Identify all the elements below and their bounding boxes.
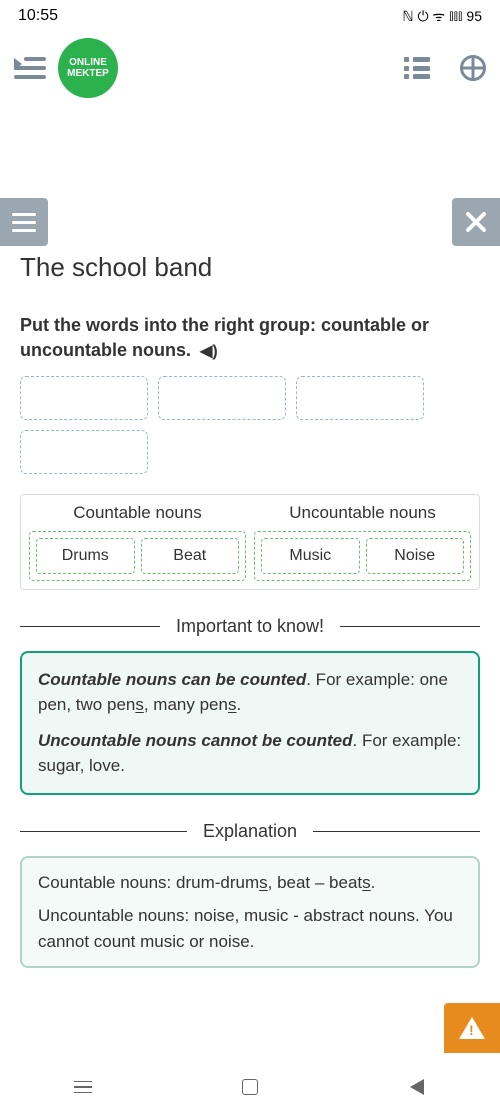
answer-chip[interactable]: Music	[261, 538, 360, 574]
lesson-title: The school band	[20, 252, 480, 283]
empty-slot[interactable]	[158, 376, 286, 420]
explanation-label: Explanation	[203, 821, 297, 842]
answer-chip[interactable]: Drums	[36, 538, 135, 574]
uncountable-label: Uncountable nouns	[254, 503, 471, 523]
status-icons: ℕ ⏻ ᯤ ⫾⫾⫾ 95	[402, 7, 482, 26]
answer-chip[interactable]: Beat	[141, 538, 240, 574]
instruction-text: Put the words into the right group: coun…	[20, 313, 480, 364]
close-icon	[465, 211, 487, 233]
list-icon[interactable]	[404, 57, 430, 79]
important-box: Countable nouns can be counted. For exam…	[20, 651, 480, 795]
status-bar: 10:55 ℕ ⏻ ᯤ ⫾⫾⫾ 95	[0, 0, 500, 32]
instruction-label: Put the words into the right group: coun…	[20, 315, 429, 360]
menu-collapse-icon[interactable]	[14, 54, 46, 82]
sidebar-toggle-button[interactable]	[0, 198, 48, 246]
back-button[interactable]	[407, 1077, 427, 1097]
info-strong: Countable nouns can be counted	[38, 670, 306, 689]
logo-text: ONLINE MEKTEP	[67, 57, 109, 79]
info-strong: Uncountable nouns cannot be counted	[38, 731, 353, 750]
app-header: ONLINE MEKTEP	[0, 32, 500, 104]
report-button[interactable]	[444, 1003, 500, 1053]
countable-group: Countable nouns Drums Beat	[29, 503, 246, 581]
drag-source-area	[20, 376, 480, 474]
close-button[interactable]	[452, 198, 500, 246]
countable-label: Countable nouns	[29, 503, 246, 523]
home-button[interactable]	[240, 1077, 260, 1097]
important-label: Important to know!	[176, 616, 324, 637]
explanation-divider: Explanation	[20, 821, 480, 842]
android-nav-bar	[0, 1063, 500, 1111]
empty-slot[interactable]	[20, 376, 148, 420]
empty-slot[interactable]	[20, 430, 148, 474]
uncountable-group: Uncountable nouns Music Noise	[254, 503, 471, 581]
important-divider: Important to know!	[20, 616, 480, 637]
globe-icon[interactable]	[460, 55, 486, 81]
empty-slot[interactable]	[296, 376, 424, 420]
answer-groups: Countable nouns Drums Beat Uncountable n…	[20, 494, 480, 590]
status-time: 10:55	[18, 7, 58, 25]
explanation-box: Countable nouns: drum-drums, beat – beat…	[20, 856, 480, 969]
answer-chip[interactable]: Noise	[366, 538, 465, 574]
recent-apps-button[interactable]	[73, 1077, 93, 1097]
logo[interactable]: ONLINE MEKTEP	[58, 38, 118, 98]
warning-icon	[459, 1017, 485, 1039]
audio-icon[interactable]: ◀)	[200, 343, 218, 360]
uncountable-dropzone[interactable]: Music Noise	[254, 531, 471, 581]
countable-dropzone[interactable]: Drums Beat	[29, 531, 246, 581]
